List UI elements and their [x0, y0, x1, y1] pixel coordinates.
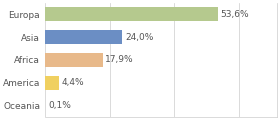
Bar — [45, 7, 218, 21]
Text: 24,0%: 24,0% — [125, 33, 153, 42]
Text: 4,4%: 4,4% — [62, 78, 84, 87]
Bar — [45, 53, 103, 67]
Text: 17,9%: 17,9% — [105, 55, 134, 64]
Text: 53,6%: 53,6% — [220, 10, 249, 19]
Bar — [45, 30, 122, 44]
Text: 0,1%: 0,1% — [48, 101, 71, 110]
Bar — [45, 76, 59, 90]
